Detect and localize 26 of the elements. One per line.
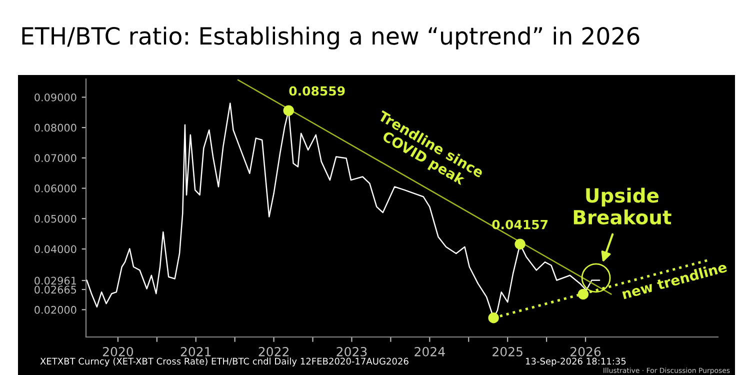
x-tick-label: 2021 [180,346,211,356]
y-tick-label: 0.02665 [34,286,76,294]
x-tick-label: 2026 [570,346,601,356]
y-tick-label: 0.06000 [34,184,76,192]
y-tick-label: 0.09000 [34,93,76,102]
y-tick-label: 0.05000 [34,214,76,223]
text: 13-Sep-2026 18:11:35 [526,358,626,366]
annotation: 0.08559 [289,86,345,96]
x-tick-label: 2022 [258,346,288,356]
y-tick-label: 0.04000 [34,245,76,254]
y-tick-label: 0.07000 [34,154,76,162]
annotation: Upside Breakout [574,188,672,225]
x-tick-label: 2020 [102,346,134,356]
y-tick-label: 0.08000 [34,124,76,132]
annotation: 0.04157 [492,220,548,230]
point [514,238,526,250]
chart-title: ETH/BTC ratio: Establishing a new “uptrend” in 2026 [22,26,640,50]
y-tick-label: 0.02961 [34,276,76,285]
x-tick-label: 2023 [336,346,367,356]
x-tick-label: 2024 [414,346,445,356]
x-tick-label: 2025 [492,346,522,356]
point [578,288,589,300]
y-tick-label: 0.02000 [34,306,76,314]
point [283,105,294,116]
text: XETXBT Curncy (XET-XBT Cross Rate) ETH/BTC cndl Daily 12FEB2020-17AUG2026 [40,358,408,366]
point [488,312,499,324]
